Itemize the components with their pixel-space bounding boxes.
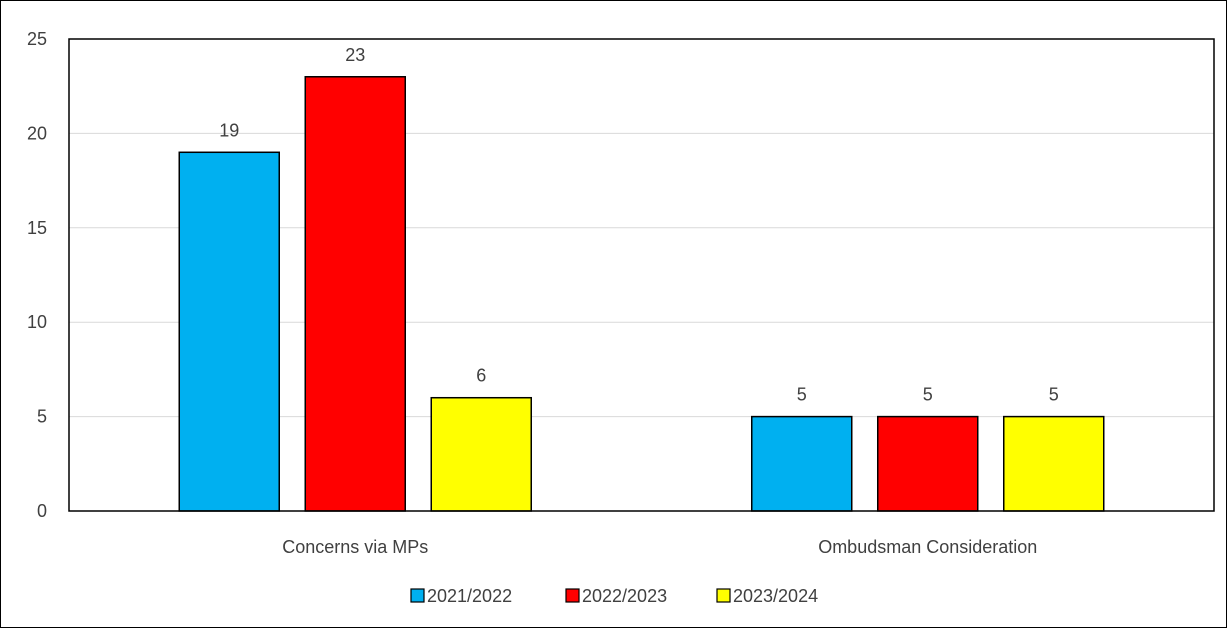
data-label: 19 [219, 120, 239, 140]
x-axis-categories: Concerns via MPs Ombudsman Consideration [282, 537, 1037, 557]
y-tick-label: 15 [27, 218, 47, 238]
bar [304, 76, 406, 512]
plot-area [68, 38, 1215, 512]
legend-swatch [410, 588, 425, 603]
legend-swatch [565, 588, 580, 603]
data-label: 23 [345, 45, 365, 65]
data-label: 5 [797, 385, 807, 405]
bar [1003, 415, 1105, 512]
data-labels: 19 23 6 5 5 5 [219, 45, 1059, 405]
legend-label: 2023/2024 [733, 586, 818, 606]
legend: 2021/2022 2022/2023 2023/2024 [410, 586, 818, 606]
y-axis-ticks: 0 5 10 15 20 25 [27, 29, 47, 521]
plot-area-border [68, 38, 1215, 512]
bar [430, 396, 532, 512]
y-tick-label: 0 [37, 501, 47, 521]
bar [751, 415, 853, 512]
y-tick-label: 10 [27, 312, 47, 332]
data-label: 5 [1049, 385, 1059, 405]
x-category-label: Concerns via MPs [282, 537, 428, 557]
data-label: 6 [476, 366, 486, 386]
bar [178, 151, 280, 512]
legend-label: 2022/2023 [582, 586, 667, 606]
legend-swatch [716, 588, 731, 603]
data-label: 5 [923, 385, 933, 405]
y-tick-label: 5 [37, 407, 47, 427]
bars [178, 76, 1105, 512]
y-tick-label: 20 [27, 123, 47, 143]
legend-label: 2021/2022 [427, 586, 512, 606]
bar [877, 415, 979, 512]
x-category-label: Ombudsman Consideration [818, 537, 1037, 557]
y-tick-label: 25 [27, 29, 47, 49]
